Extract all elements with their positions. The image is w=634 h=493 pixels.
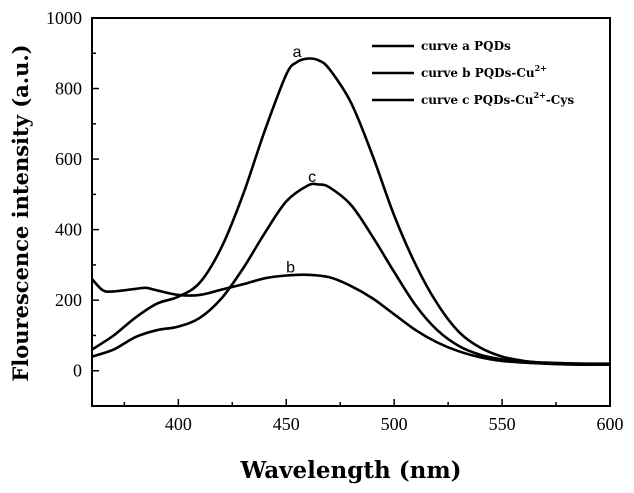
- x-tick-label: 550: [489, 414, 516, 434]
- y-axis-title: Flourescence intensity (a.u.): [8, 44, 33, 381]
- series-line-b: [92, 275, 610, 365]
- y-tick-label: 400: [55, 220, 82, 240]
- x-tick-label: 450: [273, 414, 300, 434]
- x-tick-label: 500: [381, 414, 408, 434]
- curve-label-a: a: [293, 44, 302, 61]
- y-tick-label: 1000: [46, 8, 82, 28]
- fluorescence-chart: 400 450 500 550 600 0 200 400 600 800 1000 a b c cur…: [0, 0, 634, 493]
- y-tick-label: 200: [55, 290, 82, 310]
- curve-labels: a b c: [286, 44, 316, 277]
- legend-entry: curve c PQDs-Cu2+-Cys: [421, 90, 574, 107]
- curve-label-b: b: [286, 260, 295, 277]
- series-line-c: [92, 184, 610, 364]
- y-tick-label: 600: [55, 149, 82, 169]
- x-tick-label: 400: [165, 414, 192, 434]
- y-tick-label: 800: [55, 79, 82, 99]
- curve-label-c: c: [308, 169, 316, 186]
- y-tick-label: 0: [73, 361, 82, 381]
- legend: curve a PQDs curve b PQDs-Cu2+ curve c PQD…: [372, 39, 574, 107]
- x-tick-label: 600: [597, 414, 624, 434]
- legend-entry: curve a PQDs: [421, 39, 511, 53]
- legend-entry: curve b PQDs-Cu2+: [421, 63, 547, 80]
- x-axis-title: Wavelength (nm): [239, 457, 461, 484]
